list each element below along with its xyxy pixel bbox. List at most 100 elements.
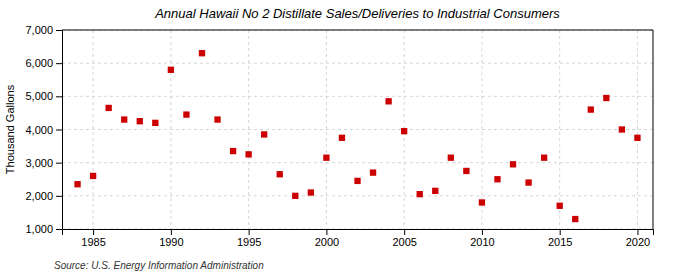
grid-line: [62, 63, 653, 64]
tick: 1985: [81, 229, 105, 248]
tick: 1995: [237, 229, 261, 248]
tick-label: 2005: [392, 236, 416, 248]
tick-label: 4,000: [25, 124, 53, 136]
tick-label: 7,000: [25, 24, 53, 36]
point: [634, 135, 640, 141]
point: [432, 188, 438, 194]
tick-mark: [56, 30, 62, 31]
point: [603, 95, 609, 101]
point: [494, 176, 500, 182]
grid-line: [62, 96, 653, 97]
point: [619, 126, 625, 132]
point: [137, 118, 143, 124]
point: [479, 199, 485, 205]
tick: 2,000: [25, 190, 62, 202]
point: [74, 181, 80, 187]
grid-line: [62, 162, 653, 163]
point: [588, 106, 594, 112]
tick-mark: [249, 229, 250, 235]
tick-label: 1995: [237, 236, 261, 248]
point: [308, 189, 314, 195]
tick-label: 1985: [81, 236, 105, 248]
tick: 2000: [315, 229, 339, 248]
tick-mark: [56, 229, 62, 230]
tick-mark: [404, 229, 405, 235]
tick-label: 1,000: [25, 223, 53, 235]
grid-line: [93, 30, 94, 229]
tick-label: 5,000: [25, 90, 53, 102]
point: [339, 135, 345, 141]
point: [354, 178, 360, 184]
grid: [62, 30, 653, 229]
tick-label: 2,000: [25, 190, 53, 202]
point: [510, 161, 516, 167]
point: [277, 171, 283, 177]
grid-line: [62, 195, 653, 196]
point: [572, 216, 578, 222]
point: [385, 98, 391, 104]
tick-mark: [560, 229, 561, 235]
axis-line: [56, 31, 63, 230]
tick: 4,000: [25, 124, 62, 136]
point: [121, 116, 127, 122]
point: [105, 105, 111, 111]
plot-area: 1985 1990 1995 2000 2005 2010 2015 2020 1,000 2,0…: [25, 24, 653, 248]
tick-mark: [56, 196, 62, 197]
chart: 1985 1990 1995 2000 2005 2010 2015 2020 1,000 2,0…: [0, 0, 675, 275]
tick: 3,000: [25, 157, 62, 169]
points: [74, 50, 640, 222]
frame-line: [62, 30, 653, 31]
point: [230, 148, 236, 154]
point: [463, 168, 469, 174]
point: [525, 179, 531, 185]
tick: 7,000: [25, 24, 62, 36]
tick-mark: [637, 229, 638, 235]
tick-mark: [56, 63, 62, 64]
tick: 5,000: [25, 90, 62, 102]
tick-label: 3,000: [25, 157, 53, 169]
grid-line: [62, 129, 653, 130]
tick-label: 2010: [470, 236, 494, 248]
tick: 2015: [548, 229, 572, 248]
grid-line: [326, 30, 327, 229]
grid-line: [481, 30, 482, 229]
title: Annual Hawaii No 2 Distillate Sales/Deli…: [154, 6, 560, 21]
point: [90, 173, 96, 179]
tick-label: 2000: [315, 236, 339, 248]
tick-label: 6,000: [25, 57, 53, 69]
point: [448, 155, 454, 161]
tick: 1,000: [25, 223, 62, 235]
point: [183, 111, 189, 117]
grid-line: [559, 30, 560, 229]
tick-mark: [171, 229, 172, 235]
point: [199, 50, 205, 56]
point: [557, 203, 563, 209]
x-axis: 1985 1990 1995 2000 2005 2010 2015 2020: [63, 229, 654, 248]
tick-label: 1990: [159, 236, 183, 248]
grid-line: [248, 30, 249, 229]
annotation: Source: U.S. Energy Information Administ…: [54, 260, 264, 271]
point: [152, 120, 158, 126]
tick-label: 2020: [626, 236, 650, 248]
tick: 1990: [159, 229, 183, 248]
point: [292, 193, 298, 199]
point: [261, 131, 267, 137]
grid-line: [637, 30, 638, 229]
tick-mark: [326, 229, 327, 235]
tick: 6,000: [25, 57, 62, 69]
grid-line: [170, 30, 171, 229]
tick-mark: [56, 163, 62, 164]
tick: 2010: [470, 229, 494, 248]
point: [323, 155, 329, 161]
axis-line: [63, 230, 654, 236]
point: [541, 155, 547, 161]
point: [417, 191, 423, 197]
frame-line: [653, 30, 654, 229]
point: [245, 151, 251, 157]
grid-line: [62, 30, 653, 31]
tick-mark: [56, 96, 62, 97]
y-axis-title: Thousand Gallons: [4, 84, 16, 174]
tick: 2020: [626, 229, 650, 248]
tick-mark: [482, 229, 483, 235]
point: [370, 169, 376, 175]
